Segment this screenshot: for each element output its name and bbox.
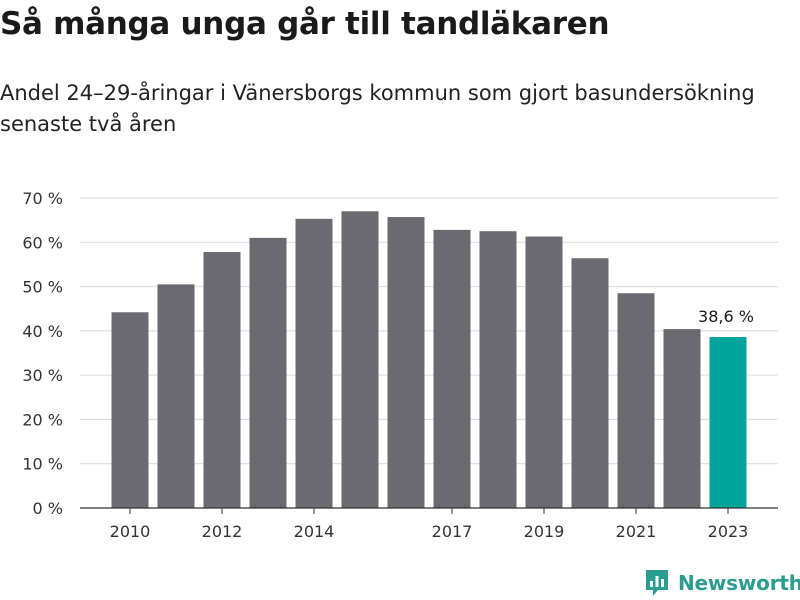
y-tick-label: 70 % <box>22 189 63 208</box>
x-tick-label: 2012 <box>202 522 243 541</box>
bar <box>249 237 287 508</box>
bar <box>479 231 517 508</box>
y-tick-label: 60 % <box>22 233 63 252</box>
bar <box>387 217 425 509</box>
y-tick-label: 0 % <box>33 499 63 518</box>
y-tick-label: 10 % <box>22 455 63 474</box>
bar <box>203 252 241 508</box>
newsworthy-logo: Newsworthy <box>644 566 800 600</box>
y-tick-label: 50 % <box>22 278 63 297</box>
x-tick-label: 2023 <box>708 522 749 541</box>
x-tick-label: 2010 <box>110 522 151 541</box>
data-labels: 38,6 % <box>698 307 754 326</box>
bar <box>341 211 379 509</box>
y-tick-label: 30 % <box>22 366 63 385</box>
x-tick-label: 2014 <box>294 522 335 541</box>
x-tick-label: 2021 <box>616 522 657 541</box>
x-axis-labels: 2010 2012 2014 2017 2019 2021 2023 <box>110 508 749 541</box>
bar <box>525 236 563 508</box>
chart-subtitle: Andel 24–29-åringar i Vänersborgs kommun… <box>0 81 755 136</box>
gridlines <box>80 197 778 465</box>
bar <box>111 312 149 508</box>
chart-title: Så många unga går till tandläkaren <box>0 6 610 42</box>
bar <box>571 258 609 508</box>
y-axis-labels: 0 % 10 % 20 % 30 % 40 % 50 % 60 % 70 % <box>22 189 63 518</box>
bar <box>617 293 655 508</box>
data-label: 38,6 % <box>698 307 754 326</box>
bar <box>157 284 195 508</box>
bar <box>663 329 701 508</box>
bar <box>709 337 747 508</box>
x-tick-label: 2019 <box>524 522 565 541</box>
y-tick-label: 40 % <box>22 322 63 341</box>
newsworthy-logo-icon <box>646 570 668 596</box>
bar <box>433 229 471 508</box>
bars <box>111 211 747 509</box>
brand-name: Newsworthy <box>678 571 800 595</box>
y-tick-label: 20 % <box>22 410 63 429</box>
x-tick-label: 2017 <box>432 522 473 541</box>
bar <box>295 218 333 509</box>
